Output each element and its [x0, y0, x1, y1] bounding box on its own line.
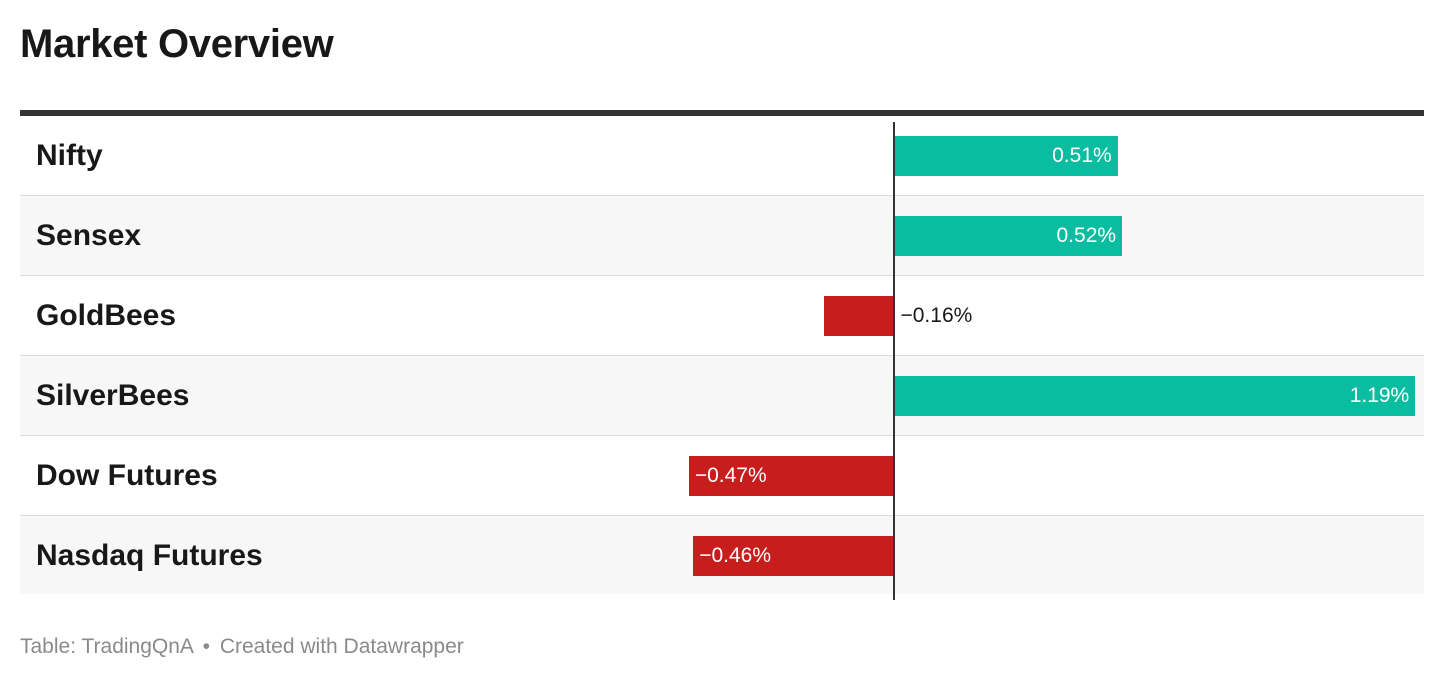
bar-area: −0.16% — [400, 276, 1424, 355]
bar-value-label: −0.46% — [699, 544, 771, 567]
footer-separator: • — [202, 635, 210, 658]
bar-value-label: 1.19% — [1349, 384, 1410, 407]
bar-area: 0.52% — [400, 196, 1424, 275]
bar-table: Nifty 0.51% Sensex 0.52% GoldBees −0.16% Silve… — [20, 110, 1424, 600]
bar — [824, 296, 895, 336]
table-row: Nasdaq Futures −0.46% — [20, 516, 1424, 594]
table-row: Nifty 0.51% — [20, 116, 1424, 196]
row-label: Dow Futures — [36, 459, 218, 492]
bar-area: 0.51% — [400, 116, 1424, 195]
bar-value-label: −0.47% — [694, 464, 767, 487]
bar — [894, 136, 1118, 176]
table-row: Dow Futures −0.47% — [20, 436, 1424, 516]
bar-area: −0.46% — [400, 516, 1424, 594]
zero-axis-line — [893, 122, 896, 600]
bar — [894, 376, 1416, 416]
row-label: SilverBees — [36, 379, 190, 412]
bar-area: 1.19% — [400, 356, 1424, 435]
bar-area: −0.47% — [400, 436, 1424, 515]
bar — [688, 456, 895, 496]
row-label: Sensex — [36, 219, 142, 252]
footer: Table: TradingQnA • Created with Datawra… — [20, 634, 464, 660]
bar-value-label: 0.51% — [1052, 144, 1112, 167]
table-row: Sensex 0.52% — [20, 196, 1424, 276]
footer-credit: Created with Datawrapper — [219, 635, 464, 658]
bar-value-label: −0.16% — [900, 304, 973, 327]
bar — [894, 216, 1123, 256]
bar-value-label: 0.52% — [1056, 224, 1117, 247]
chart-title: Market Overview — [20, 22, 334, 66]
row-label: Nasdaq Futures — [36, 539, 263, 572]
table-row: SilverBees 1.19% — [20, 356, 1424, 436]
row-label: Nifty — [36, 139, 103, 172]
row-label: GoldBees — [36, 299, 177, 332]
table-row: GoldBees −0.16% — [20, 276, 1424, 356]
footer-source: Table: TradingQnA — [20, 635, 193, 658]
bar — [693, 536, 895, 576]
